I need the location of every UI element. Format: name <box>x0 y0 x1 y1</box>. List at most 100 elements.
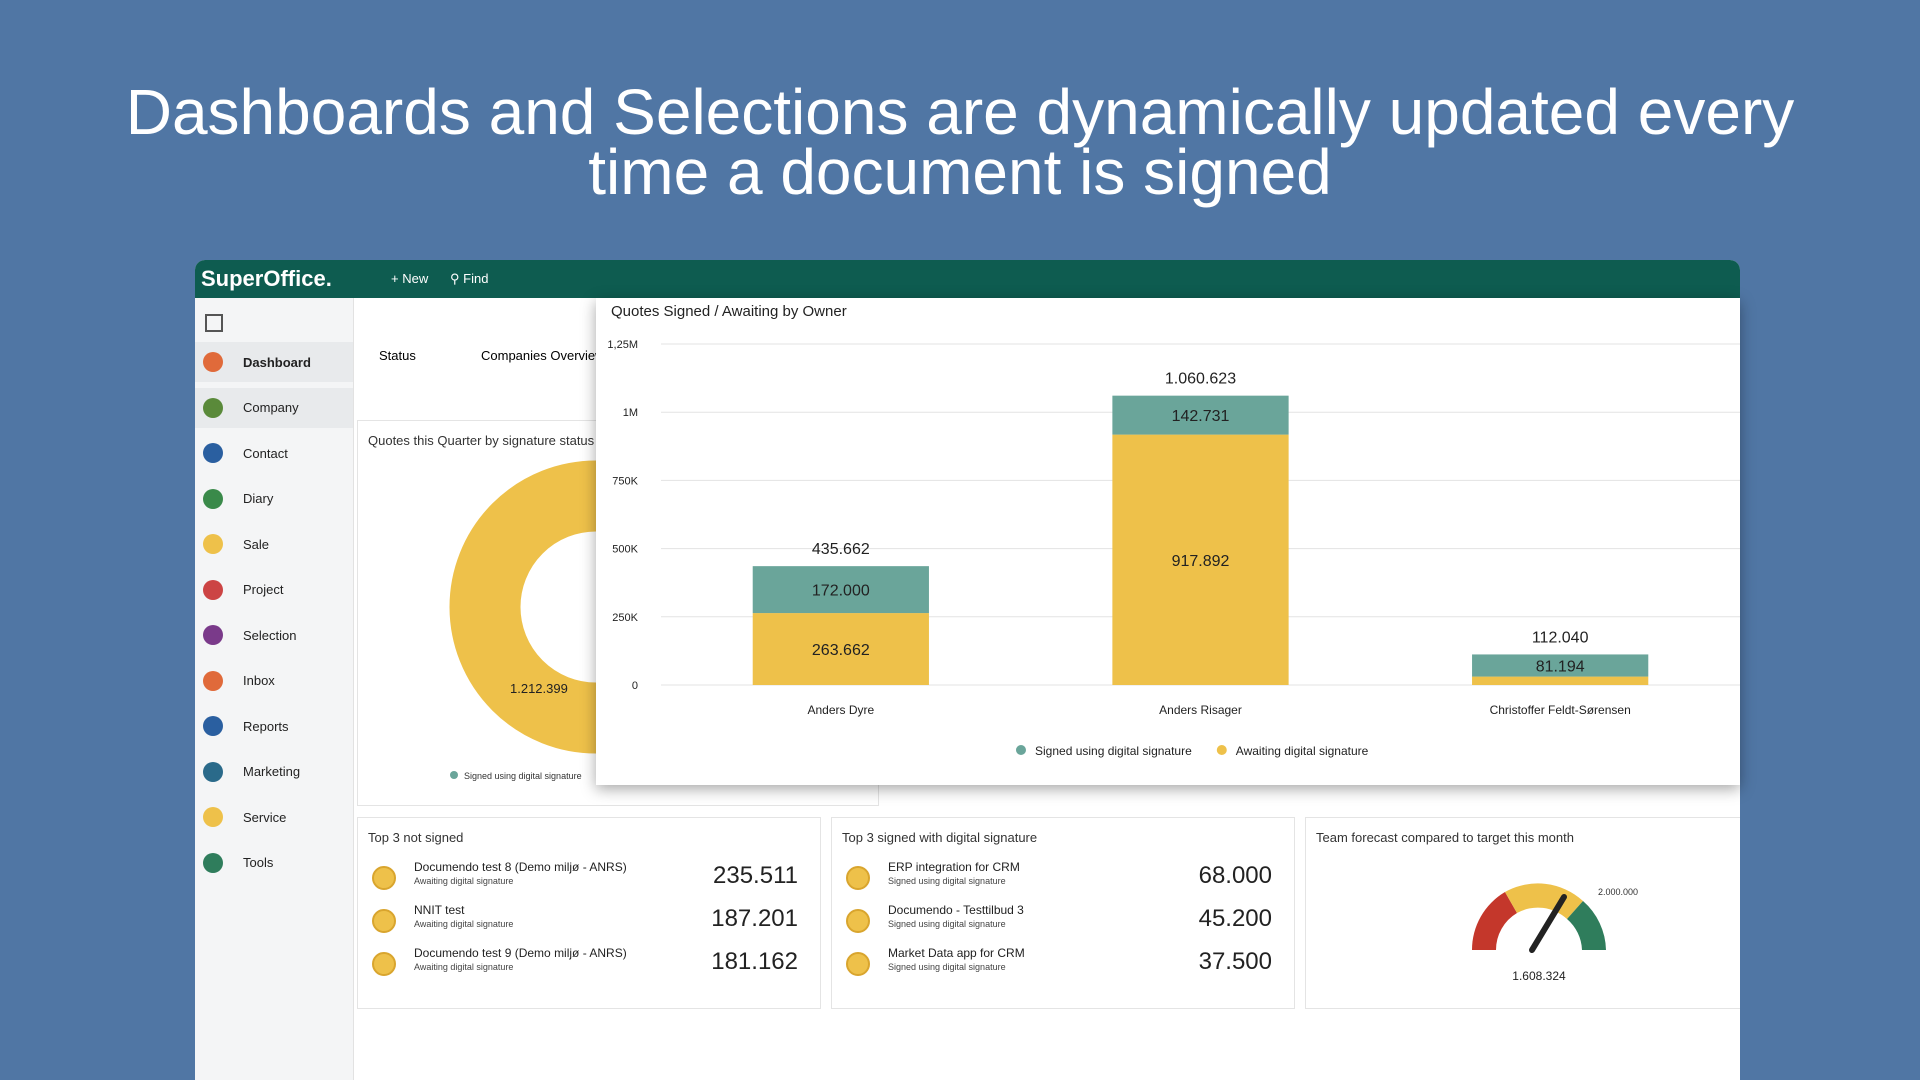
legend-swatch <box>1016 745 1026 755</box>
nav-item[interactable]: Project <box>195 570 353 610</box>
nav-label[interactable]: Contact <box>243 445 288 461</box>
bar-value-label: 81.194 <box>1536 659 1585 676</box>
y-tick-label: 1M <box>623 407 638 419</box>
item-name: Documendo - Testtilbud 3 <box>888 903 1024 917</box>
item-status: Awaiting digital signature <box>414 962 514 972</box>
item-status: Signed using digital signature <box>888 919 1006 929</box>
list-item[interactable]: Market Data app for CRM Signed using digi… <box>842 946 1282 986</box>
item-amount: 45.200 <box>1198 905 1272 932</box>
legend-swatch <box>1216 745 1227 755</box>
tab[interactable]: Companies Overview <box>481 348 605 363</box>
list-item[interactable]: ERP integration for CRM Signed using digi… <box>842 860 1282 900</box>
card-title: Top 3 signed with digital signature <box>842 830 1038 845</box>
nav-item[interactable]: Reports <box>195 706 353 746</box>
chart-title: Quotes Signed / Awaiting by Owner <box>611 303 847 320</box>
gauge-yellow <box>1505 883 1583 919</box>
card-title: Team forecast compared to target this mo… <box>1316 830 1574 845</box>
bar-segment <box>1472 654 1649 677</box>
bar-total-label: 112.040 <box>1532 629 1589 646</box>
item-name: NNIT test <box>414 903 465 917</box>
nav-label[interactable]: Marketing <box>243 764 301 779</box>
find-button[interactable]: ⚲ Find <box>450 271 489 286</box>
coin-icon <box>372 952 396 976</box>
coin-icon <box>372 909 396 933</box>
nav-label[interactable]: Service <box>243 809 287 825</box>
item-amount: 68.000 <box>1198 862 1272 889</box>
nav-icon <box>203 716 223 736</box>
gauge-green <box>1567 901 1606 950</box>
nav-item[interactable]: Selection <box>195 615 353 655</box>
list-item[interactable]: NNIT test Awaiting digital signature 187.2… <box>368 903 808 943</box>
top-signed-card: Top 3 signed with digital signature ERP … <box>831 817 1295 1009</box>
x-tick-label: Anders Risager <box>1159 703 1242 717</box>
new-label[interactable]: New <box>402 271 429 286</box>
coin-icon <box>846 909 870 933</box>
x-tick-label: Anders Dyre <box>807 703 874 717</box>
list-item[interactable]: Documendo test 8 (Demo miljø - ANRS) Awai… <box>368 860 808 900</box>
nav-label[interactable]: Sale <box>243 536 270 552</box>
top-bar: SuperOffice. + New ⚲ Find <box>195 260 1740 298</box>
nav-icon <box>203 443 223 463</box>
nav-icon <box>203 807 223 827</box>
tab[interactable]: Status <box>379 348 416 363</box>
gauge-target: 2.000.000 <box>1598 887 1638 897</box>
nav-label[interactable]: Tools <box>243 855 274 870</box>
find-label[interactable]: Find <box>463 271 489 286</box>
nav-icon <box>203 625 223 645</box>
gauge-red <box>1471 892 1517 950</box>
bar-value-label: 263.662 <box>812 642 870 659</box>
bar-segment <box>752 566 929 614</box>
item-amount: 37.500 <box>1198 948 1272 975</box>
nav-icon <box>203 488 223 509</box>
list-item[interactable]: Documendo - Testtilbud 3 Signed using dig… <box>842 903 1282 943</box>
coin-icon <box>372 866 396 890</box>
nav-item[interactable]: Dashboard <box>195 342 353 382</box>
gauge-value: 1.608.324 <box>1512 969 1566 983</box>
legend-label: Awaiting digital signature <box>1236 744 1369 758</box>
bar-value-label: 917.892 <box>1172 553 1230 570</box>
bar-segment <box>752 613 929 685</box>
nav-label[interactable]: Project <box>243 582 284 597</box>
nav-label[interactable]: Company <box>243 400 299 415</box>
nav-icon <box>203 852 223 873</box>
y-tick-label: 0 <box>632 680 638 692</box>
new-button[interactable]: + New <box>391 271 429 286</box>
coin-icon <box>846 952 870 976</box>
donut-label: 1.212.399 <box>510 681 568 696</box>
gauge-needle <box>1529 894 1567 953</box>
forecast-card: Team forecast compared to target this mo… <box>1305 817 1740 1009</box>
nav-item[interactable]: Sale <box>195 524 353 564</box>
item-name: Documendo test 9 (Demo miljø - ANRS) <box>414 946 627 960</box>
nav-icon <box>203 579 223 600</box>
nav-item[interactable]: Contact <box>195 433 353 473</box>
list-item[interactable]: Documendo test 9 (Demo miljø - ANRS) Awai… <box>368 946 808 986</box>
nav-icon <box>203 397 223 418</box>
nav-icon <box>203 352 223 372</box>
item-amount: 181.162 <box>711 948 798 975</box>
nav-label[interactable]: Selection <box>243 627 297 643</box>
nav-item[interactable]: Tools <box>195 843 353 883</box>
nav-label[interactable]: Diary <box>243 491 274 506</box>
card-title: Top 3 not signed <box>368 830 464 845</box>
nav-item[interactable]: Diary <box>195 479 353 519</box>
nav-item[interactable]: Company <box>195 387 353 428</box>
nav-item[interactable]: Service <box>195 797 353 837</box>
sidebar: Dashboard Company Contact Diary Sale Project S… <box>195 298 354 1080</box>
item-status: Awaiting digital signature <box>414 919 514 929</box>
y-tick-label: 750K <box>612 475 638 487</box>
bar-total-label: 435.662 <box>812 541 870 558</box>
top-not-signed-card: Top 3 not signed Documendo test 8 (Demo … <box>357 817 821 1009</box>
item-status: Signed using digital signature <box>888 876 1006 886</box>
sidebar-toggle[interactable] <box>205 314 223 332</box>
nav-label[interactable]: Inbox <box>243 673 275 688</box>
legend-label: Signed using digital signature <box>464 771 582 781</box>
x-tick-label: Christoffer Feldt-Sørensen <box>1490 703 1631 717</box>
nav-item[interactable]: Marketing <box>195 752 353 792</box>
nav-item[interactable]: Inbox <box>195 661 353 701</box>
nav-label[interactable]: Dashboard <box>243 354 311 370</box>
nav-label[interactable]: Reports <box>243 718 289 734</box>
y-tick-label: 500K <box>612 544 638 556</box>
nav-icon <box>203 534 223 554</box>
bar-segment <box>1112 395 1289 435</box>
